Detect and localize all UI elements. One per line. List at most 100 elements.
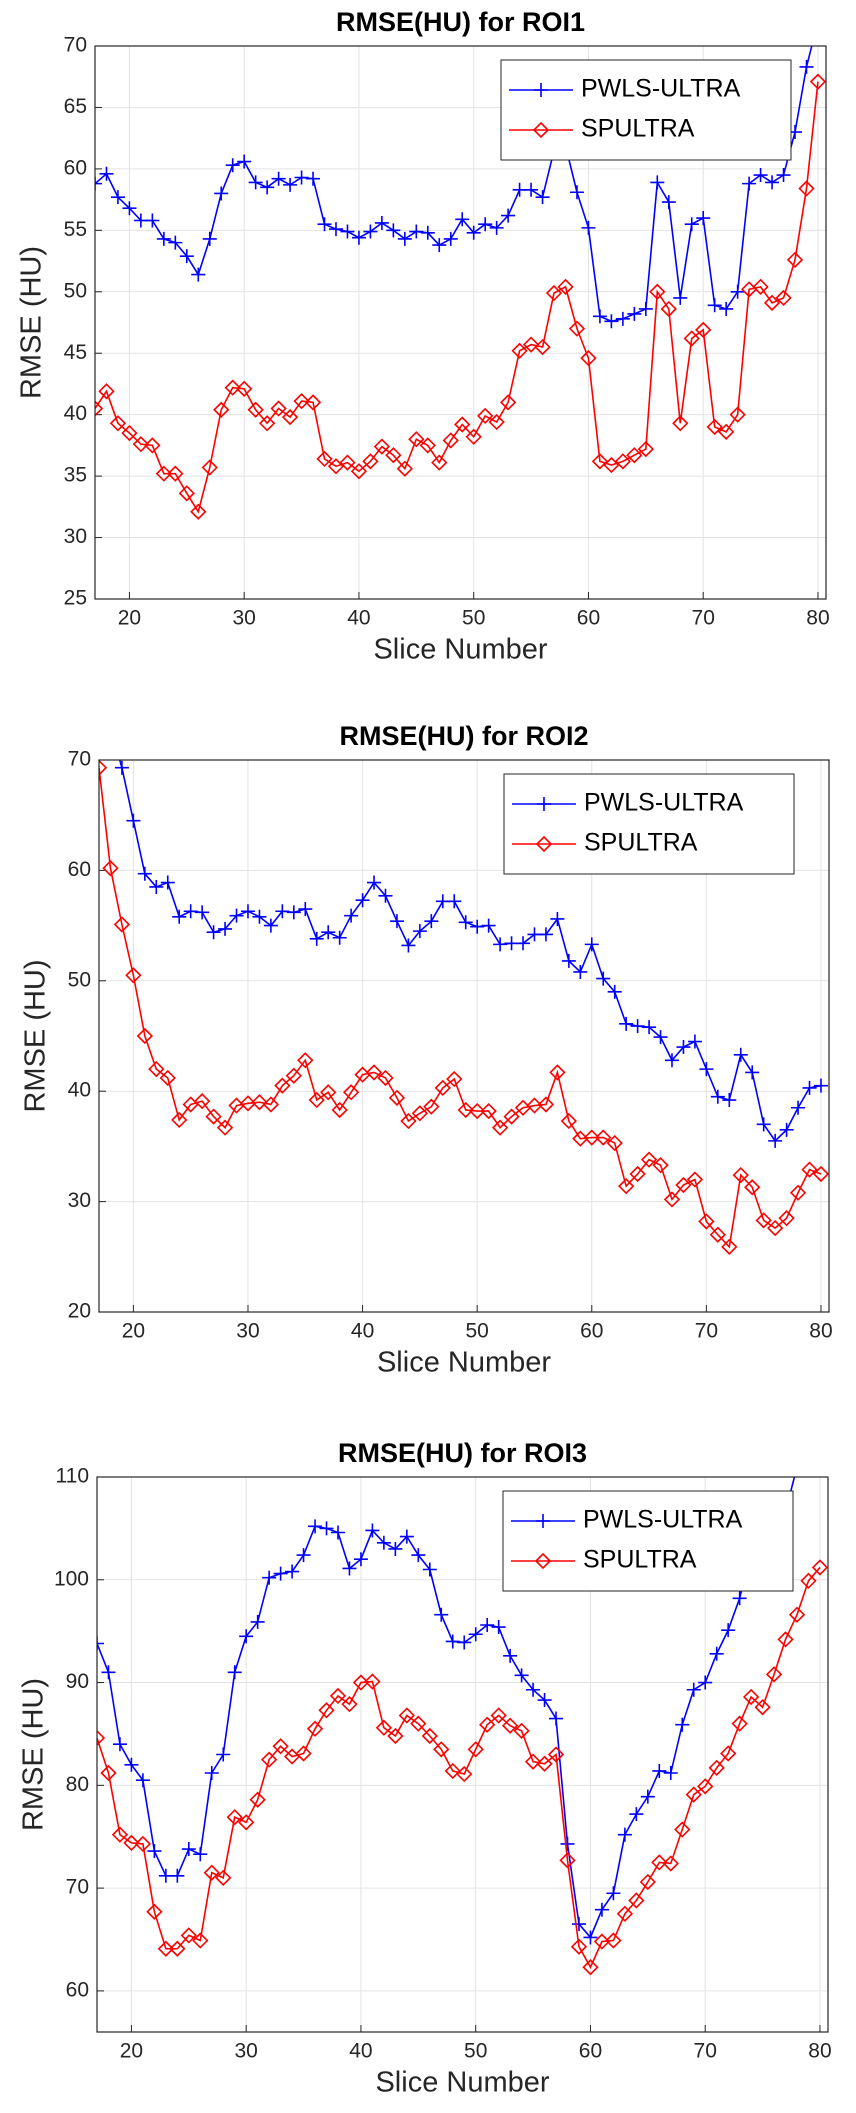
- marker: [308, 1519, 323, 1534]
- marker: [698, 1675, 713, 1690]
- x-tick-label: 60: [577, 607, 600, 630]
- y-tick-label: 30: [68, 1189, 91, 1212]
- marker: [124, 1757, 139, 1772]
- marker: [397, 231, 412, 246]
- marker: [171, 1111, 188, 1129]
- chart: 20 30 40 50 60 70 80 20 30 40 50 60 70 RMSE(HU) for R…: [20, 721, 833, 1379]
- x-tick-label: 60: [580, 1320, 603, 1343]
- marker: [798, 180, 815, 197]
- marker: [401, 938, 416, 953]
- y-tick-label: 20: [68, 1300, 91, 1323]
- x-tick-label: 70: [694, 2040, 717, 2063]
- marker: [788, 1606, 806, 1623]
- marker: [675, 1717, 690, 1732]
- marker: [493, 937, 508, 952]
- marker: [201, 459, 218, 476]
- x-tick-label: 30: [233, 607, 256, 630]
- marker: [319, 1521, 334, 1536]
- marker: [262, 1096, 280, 1113]
- marker: [583, 1129, 600, 1146]
- marker: [626, 447, 643, 464]
- marker: [373, 438, 391, 455]
- marker: [432, 238, 447, 253]
- x-tick-label: 30: [236, 1320, 259, 1343]
- marker: [673, 290, 688, 305]
- x-tick-label: 40: [351, 1320, 374, 1343]
- x-tick-label: 70: [695, 1320, 718, 1343]
- marker: [204, 1766, 219, 1780]
- marker: [95, 176, 102, 191]
- marker: [706, 418, 723, 436]
- marker: [697, 1778, 714, 1795]
- marker: [765, 175, 780, 190]
- marker: [332, 930, 347, 945]
- marker: [136, 1027, 153, 1045]
- marker: [411, 1548, 426, 1563]
- marker: [616, 1905, 634, 1922]
- marker: [95, 400, 104, 417]
- marker: [594, 1902, 609, 1917]
- marker: [168, 235, 183, 250]
- marker: [102, 860, 119, 877]
- marker: [637, 440, 654, 458]
- marker: [569, 185, 584, 200]
- marker: [696, 211, 711, 226]
- marker: [377, 1069, 394, 1087]
- marker: [639, 1873, 656, 1891]
- marker: [465, 428, 482, 445]
- marker: [421, 1727, 438, 1745]
- marker: [99, 166, 114, 181]
- marker: [226, 1809, 243, 1826]
- x-axis-label: Slice Number: [375, 2067, 549, 2099]
- marker: [526, 1682, 541, 1697]
- marker: [478, 217, 493, 232]
- marker: [640, 1151, 658, 1168]
- chart-title: RMSE(HU) for ROI3: [338, 1438, 587, 1468]
- marker: [549, 1064, 566, 1081]
- marker: [802, 1080, 817, 1095]
- marker: [791, 1100, 806, 1115]
- marker: [534, 338, 551, 356]
- x-tick-label: 20: [120, 2040, 143, 2063]
- marker: [721, 1238, 738, 1255]
- marker: [754, 1699, 771, 1716]
- marker: [733, 1047, 748, 1062]
- marker: [470, 919, 485, 934]
- marker: [617, 1827, 632, 1842]
- x-tick-label: 50: [465, 1320, 488, 1343]
- marker: [203, 1864, 220, 1881]
- y-tick-label: 70: [64, 34, 87, 57]
- marker: [409, 224, 424, 239]
- marker: [652, 1763, 667, 1778]
- marker: [180, 1927, 197, 1944]
- marker: [580, 350, 597, 367]
- marker: [306, 1720, 324, 1737]
- marker: [535, 190, 550, 205]
- marker: [344, 908, 359, 923]
- marker: [374, 215, 389, 230]
- marker: [202, 231, 217, 246]
- marker: [213, 401, 230, 418]
- marker: [331, 1101, 348, 1119]
- marker: [296, 1548, 311, 1563]
- marker: [501, 208, 516, 223]
- legend-box: [502, 1490, 794, 1592]
- marker: [297, 1052, 314, 1069]
- marker: [651, 1854, 668, 1871]
- legend-label: PWLS-ULTRA: [583, 1506, 743, 1534]
- marker: [661, 195, 676, 210]
- marker: [559, 1852, 576, 1869]
- marker: [481, 918, 496, 933]
- marker: [341, 1696, 358, 1713]
- marker: [573, 964, 588, 979]
- marker: [442, 432, 459, 449]
- y-tick-label: 60: [64, 156, 87, 179]
- marker: [516, 936, 531, 951]
- marker: [411, 1105, 429, 1122]
- y-tick-label: 60: [68, 858, 91, 881]
- marker: [225, 158, 240, 173]
- marker: [350, 463, 368, 480]
- marker: [330, 1525, 345, 1540]
- marker: [364, 1673, 381, 1690]
